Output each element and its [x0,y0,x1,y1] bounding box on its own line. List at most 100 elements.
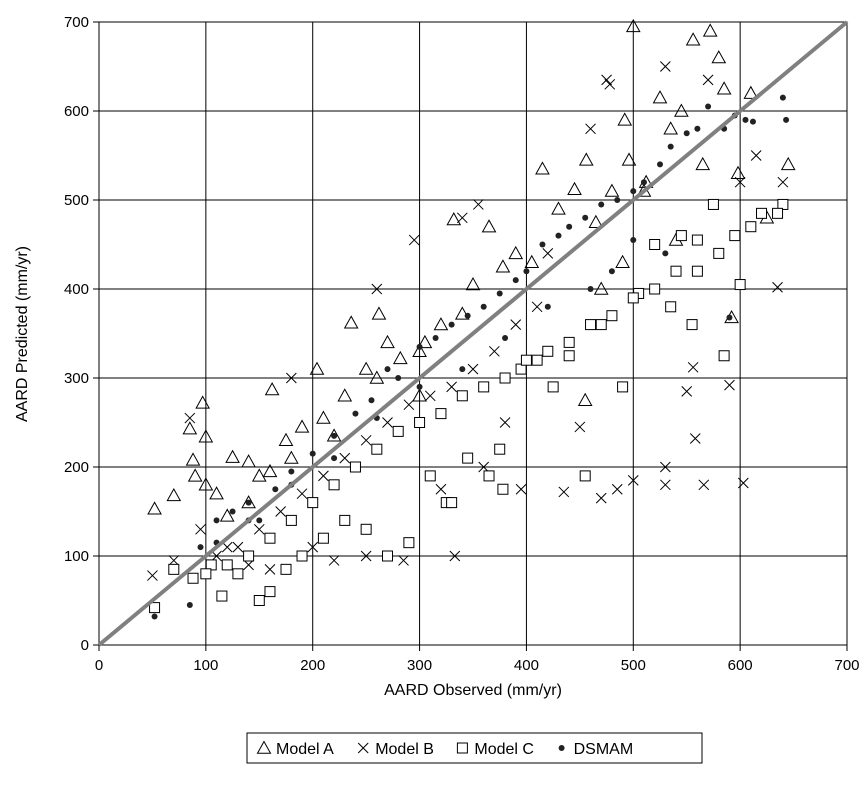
point-model-b [195,523,206,535]
point-dsmam [667,143,674,150]
point-dsmam [779,94,786,101]
y-tick-label: 300 [64,370,89,387]
point-model-c [606,310,618,322]
point-model-b [659,479,671,491]
point-model-c [745,221,757,233]
y-axis-title: AARD Predicted (mm/yr) [14,246,31,422]
x-tick-label: 0 [95,657,103,674]
point-dsmam [229,508,236,515]
point-model-c [497,483,509,495]
x-tick-label: 200 [300,657,325,674]
point-dsmam [614,197,621,203]
point-dsmam [608,268,615,275]
point-model-a [711,50,727,64]
point-dsmam [197,544,204,551]
point-dsmam [544,303,551,310]
point-model-b [750,150,762,161]
point-model-a [674,103,689,117]
point-model-b [232,541,244,553]
point-dsmam [683,130,690,137]
x-tick-label: 700 [834,657,859,674]
point-model-c [665,301,677,313]
legend-marker-model-a [256,740,272,754]
point-model-b [398,555,409,566]
point-dsmam [742,116,749,123]
point-model-c [718,350,730,362]
point-model-a [337,388,353,402]
point-model-a [465,277,481,291]
point-model-a [604,183,620,197]
point-model-c [339,514,351,526]
x-tick-label: 500 [621,657,646,674]
point-model-c [216,590,228,602]
point-dsmam [555,232,562,239]
point-model-a [702,23,718,37]
point-model-b [737,477,749,489]
point-model-a [508,245,524,260]
reference-line [97,20,849,647]
point-model-c [264,532,276,544]
point-model-a [358,361,374,375]
point-model-b [659,61,671,72]
point-model-c [446,497,458,509]
y-tick-label: 500 [64,192,89,209]
point-model-b [285,372,297,384]
point-model-a [524,254,540,268]
point-model-a [198,429,214,443]
point-model-b [221,541,233,553]
point-model-c [360,523,372,535]
point-model-b [360,434,372,446]
point-model-a [369,370,385,384]
point-model-a [412,388,427,402]
legend-marker-model-c [456,742,468,754]
point-model-c [713,247,725,259]
point-model-c [585,319,597,331]
point-model-b [435,483,447,495]
y-tick-label: 600 [64,103,89,120]
point-dsmam [749,118,756,125]
point-model-a [535,161,550,175]
point-dsmam [416,383,423,390]
grid-lines [98,21,848,646]
point-dsmam [657,161,663,168]
point-model-a [730,165,746,179]
point-model-c [483,470,495,482]
point-model-b [604,78,616,90]
point-model-c [280,563,292,575]
point-model-a [166,487,182,502]
point-model-c [627,292,639,304]
point-model-b [659,461,671,473]
y-tick-label: 700 [64,14,89,31]
point-model-a [219,508,235,522]
point-model-c [547,381,559,393]
point-dsmam [502,334,509,341]
point-model-c [729,230,741,242]
point-dsmam [151,613,158,620]
legend: Model A Model B Model C DSMAM [246,732,703,764]
point-model-b [724,379,735,391]
point-model-a [225,449,240,463]
point-model-a [182,421,198,435]
point-model-b [595,492,607,504]
point-dsmam [726,314,733,321]
point-model-c [424,470,436,482]
point-model-a [495,259,511,273]
point-model-a [593,281,609,295]
point-model-c [617,381,629,393]
point-model-c [494,443,506,455]
point-dsmam [309,450,316,457]
point-model-b [681,385,693,397]
point-model-a [309,361,325,375]
point-model-b [296,488,308,500]
point-model-b [531,301,543,313]
point-dsmam [630,188,637,195]
point-dsmam [496,290,503,297]
point-model-b [467,363,479,375]
point-dsmam [331,455,338,462]
x-tick-label: 600 [728,657,753,674]
point-model-b [515,483,527,495]
point-dsmam [783,116,790,123]
legend-label-dsmam: DSMAM [574,741,634,758]
point-model-c [221,559,233,571]
point-model-a [147,501,162,515]
